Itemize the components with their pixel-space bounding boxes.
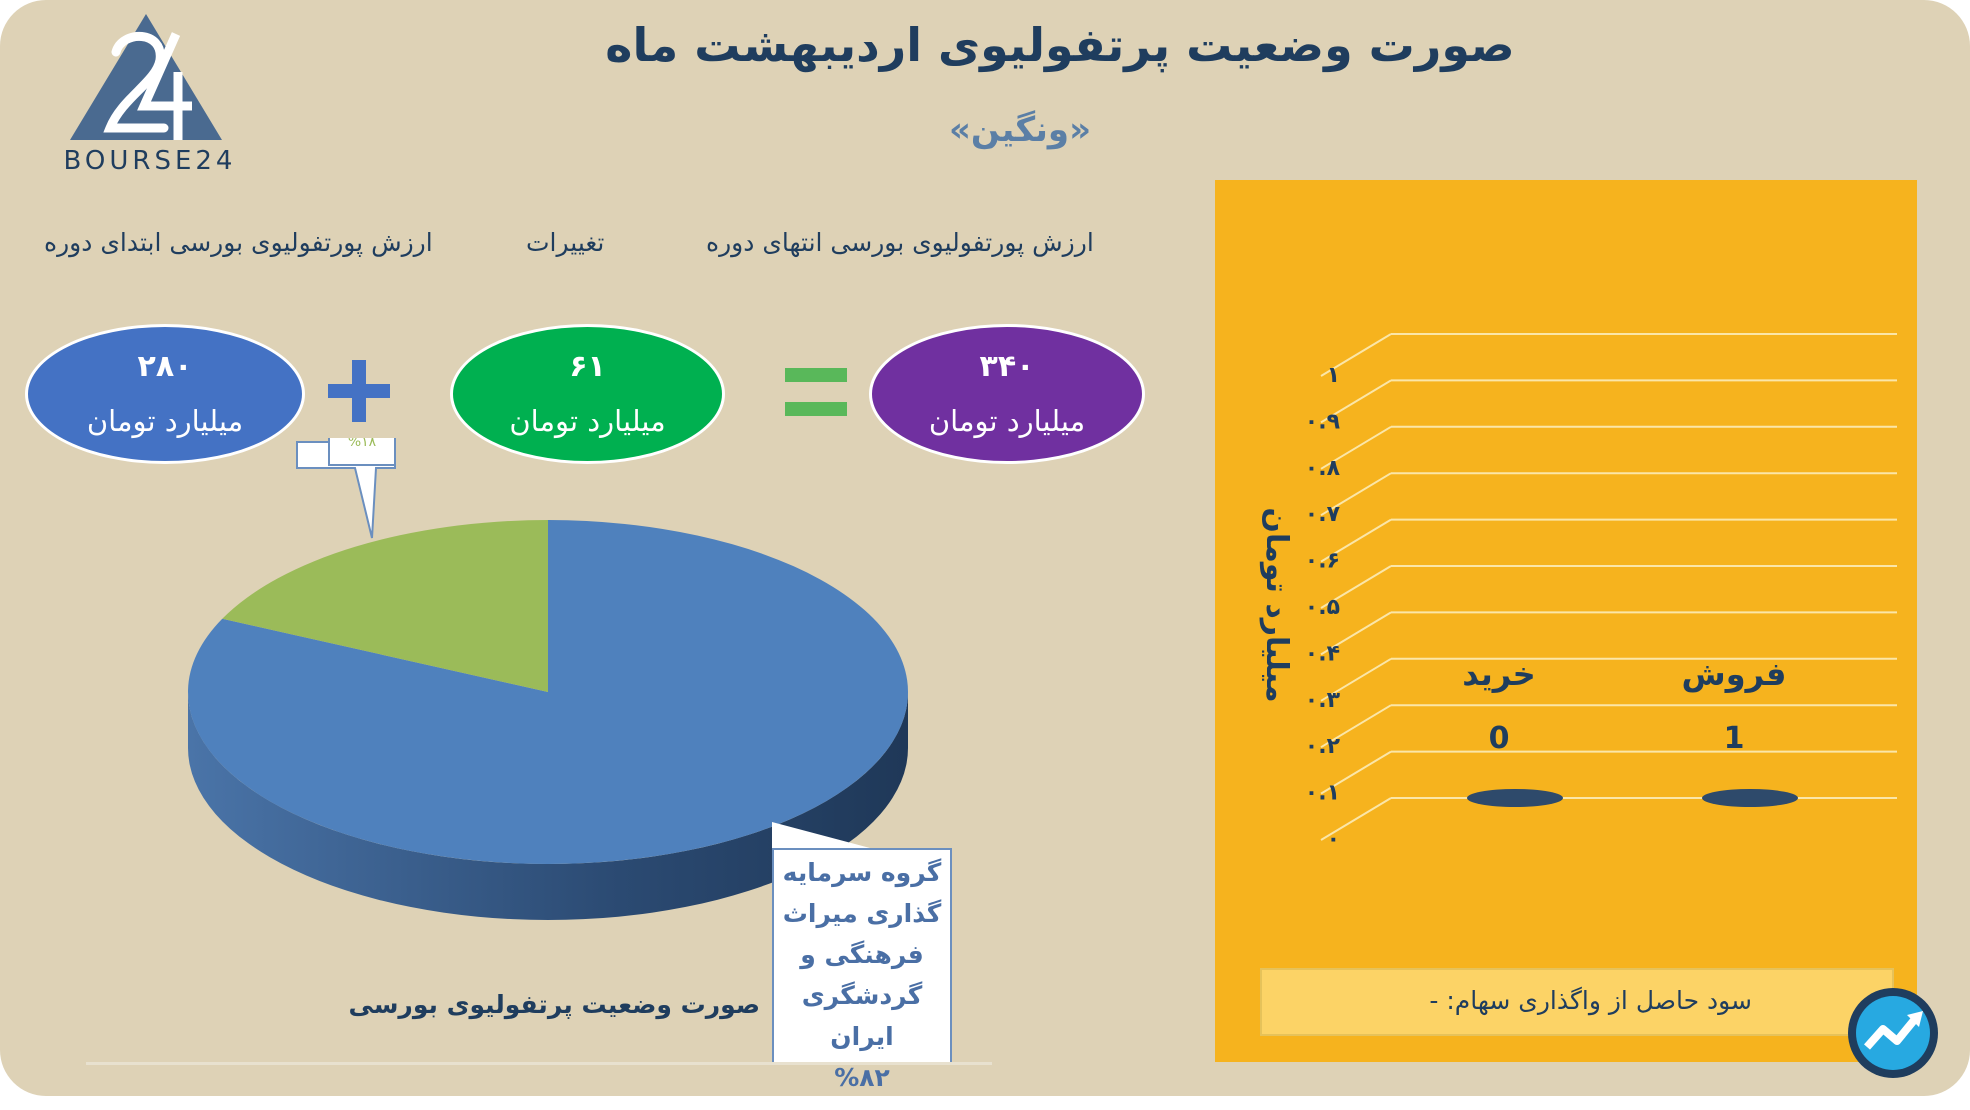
small-slice-label: %۱۸ bbox=[328, 438, 396, 466]
grid-diagonal bbox=[1320, 797, 1392, 841]
grid-diagonal bbox=[1320, 518, 1392, 563]
y-tick-label: ۰ bbox=[1327, 827, 1340, 852]
grid-diagonal bbox=[1320, 657, 1392, 702]
end-value-ellipse: ۳۴۰ میلیارد تومان bbox=[869, 324, 1145, 464]
grid-diagonal bbox=[1320, 425, 1392, 470]
callout-line: گذاری میراث bbox=[782, 899, 942, 928]
change-heading: تغییرات bbox=[526, 228, 605, 257]
bourse24-logo bbox=[70, 14, 222, 140]
pie-chart-title: صورت وضعیت پرتفولیوی بورسی bbox=[348, 990, 760, 1019]
small-callout-pointer bbox=[296, 441, 396, 539]
trade-chart-panel bbox=[1215, 180, 1917, 1062]
logo-text: BOURSE24 bbox=[63, 146, 237, 176]
change-value-unit: میلیارد تومان bbox=[509, 404, 666, 438]
page-subtitle: «ونگین» bbox=[948, 110, 1092, 150]
pie-slice-secondary bbox=[222, 520, 548, 692]
callout-percent: %۸۲ bbox=[834, 1063, 890, 1092]
callout-line: گروه سرمایه bbox=[782, 858, 942, 887]
y-tick-label: ۰.۵ bbox=[1305, 595, 1340, 620]
page-title: صورت وضعیت پرتفولیوی اردیبهشت ماه bbox=[605, 18, 1515, 72]
pie-side bbox=[188, 692, 908, 920]
y-tick-label: ۰.۶ bbox=[1305, 549, 1340, 574]
category-count: 0 bbox=[1489, 721, 1510, 756]
trade-bar-chart: ۰ ۰.۱ ۰.۲ ۰.۳ ۰.۴ ۰.۵ ۰.۶ ۰.۷ ۰.۸ ۰.۹ ۱ میلیارد توم… bbox=[1259, 333, 1897, 852]
y-tick-label: ۰.۴ bbox=[1305, 641, 1340, 666]
callout-line: گردشگری ایران bbox=[801, 981, 923, 1051]
equals-sign bbox=[785, 368, 847, 416]
start-value-unit: میلیارد تومان bbox=[86, 404, 244, 438]
y-tick-label: ۱ bbox=[1327, 363, 1340, 388]
change-value: ۶۱ bbox=[569, 349, 606, 384]
start-value: ۲۸۰ bbox=[137, 349, 193, 384]
main-callout-pointer bbox=[772, 822, 870, 850]
callout-line: فرهنگی و bbox=[800, 940, 924, 969]
x-tick-label: خرید bbox=[1462, 655, 1535, 693]
grid-diagonal bbox=[1320, 379, 1392, 424]
profit-summary: سود حاصل از واگذاری سهام: - bbox=[1260, 968, 1894, 1036]
end-value: ۳۴۰ bbox=[979, 349, 1035, 384]
bar bbox=[1702, 789, 1798, 807]
pie-slices bbox=[188, 520, 909, 920]
y-tick-label: ۰.۳ bbox=[1305, 688, 1341, 713]
y-tick-label: ۰.۷ bbox=[1305, 502, 1341, 527]
plus-sign bbox=[328, 360, 390, 422]
end-value-heading: ارزش پورتفولیوی بورسی انتهای دوره bbox=[706, 228, 1094, 257]
y-tick-label: ۰.۱ bbox=[1305, 781, 1340, 806]
grid-diagonal bbox=[1320, 750, 1392, 795]
start-value-ellipse: ۲۸۰ میلیارد تومان bbox=[25, 324, 305, 464]
y-tick-label: ۰.۲ bbox=[1305, 734, 1341, 759]
grid-diagonal bbox=[1320, 565, 1392, 609]
category-count: 1 bbox=[1724, 721, 1745, 756]
grid-diagonal bbox=[1320, 611, 1392, 656]
trend-badge-icon bbox=[1848, 988, 1938, 1078]
grid-diagonal bbox=[1320, 704, 1392, 749]
change-ellipse: ۶۱ میلیارد تومان bbox=[450, 324, 725, 464]
portfolio-pie-chart bbox=[188, 441, 909, 920]
grid-diagonal bbox=[1320, 333, 1392, 377]
main-slice-callout: گروه سرمایه گذاری میراث فرهنگی و گردشگری… bbox=[772, 848, 952, 1092]
y-tick-label: ۰.۸ bbox=[1305, 456, 1341, 481]
bar bbox=[1467, 789, 1563, 807]
grid-diagonal bbox=[1320, 472, 1392, 517]
y-axis-label: میلیارد تومان bbox=[1259, 507, 1294, 702]
y-tick-label: ۰.۹ bbox=[1305, 409, 1340, 434]
x-tick-label: فروش bbox=[1682, 655, 1787, 693]
divider bbox=[86, 1062, 992, 1065]
start-value-heading: ارزش پورتفولیوی بورسی ابتدای دوره bbox=[44, 228, 433, 257]
end-value-unit: میلیارد تومان bbox=[928, 404, 1086, 438]
